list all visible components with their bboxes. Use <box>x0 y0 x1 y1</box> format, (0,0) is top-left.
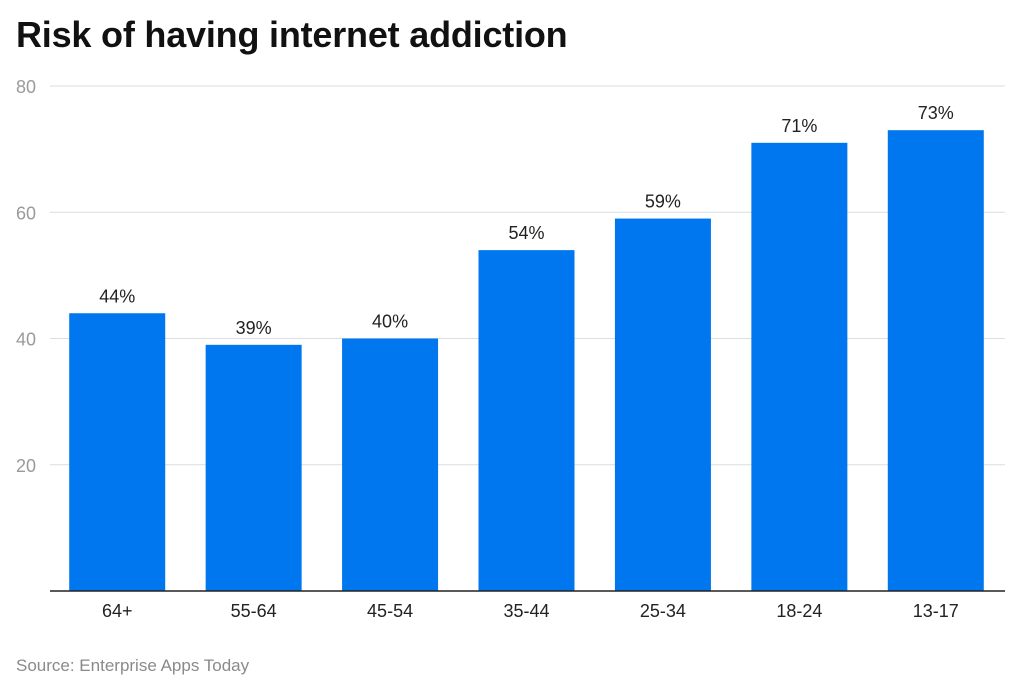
bar-value-label: 54% <box>508 223 544 243</box>
x-tick-label: 64+ <box>102 601 133 621</box>
y-axis: 20 40 60 80 <box>16 77 36 476</box>
bar-value-label: 40% <box>372 312 408 332</box>
bar <box>478 250 575 591</box>
bar <box>342 338 439 591</box>
bar-value-label: 39% <box>236 318 272 338</box>
x-tick-label: 55-64 <box>231 601 277 621</box>
y-tick-label: 40 <box>16 330 36 350</box>
bar <box>751 142 848 591</box>
bar <box>205 344 302 591</box>
bar <box>887 130 984 591</box>
source-note: Source: Enterprise Apps Today <box>16 656 250 675</box>
bar-value-label: 71% <box>781 116 817 136</box>
y-tick-label: 20 <box>16 456 36 476</box>
bar <box>69 313 166 591</box>
x-tick-label: 13-17 <box>913 601 959 621</box>
x-tick-label: 18-24 <box>776 601 822 621</box>
y-tick-label: 60 <box>16 203 36 223</box>
chart-title: Risk of having internet addiction <box>16 14 568 55</box>
y-tick-label: 80 <box>16 77 36 97</box>
bar <box>614 218 711 591</box>
bar-value-labels: 44% 39% 40% 54% 59% 71% 73% <box>99 103 954 338</box>
x-axis: 64+ 55-64 45-54 35-44 25-34 18-24 13-17 <box>50 590 1005 621</box>
bar-value-label: 59% <box>645 192 681 212</box>
bar-value-label: 73% <box>918 103 954 123</box>
x-tick-label: 35-44 <box>503 601 549 621</box>
x-tick-label: 45-54 <box>367 601 413 621</box>
x-tick-label: 25-34 <box>640 601 686 621</box>
bars <box>69 130 984 591</box>
bar-value-label: 44% <box>99 286 135 306</box>
